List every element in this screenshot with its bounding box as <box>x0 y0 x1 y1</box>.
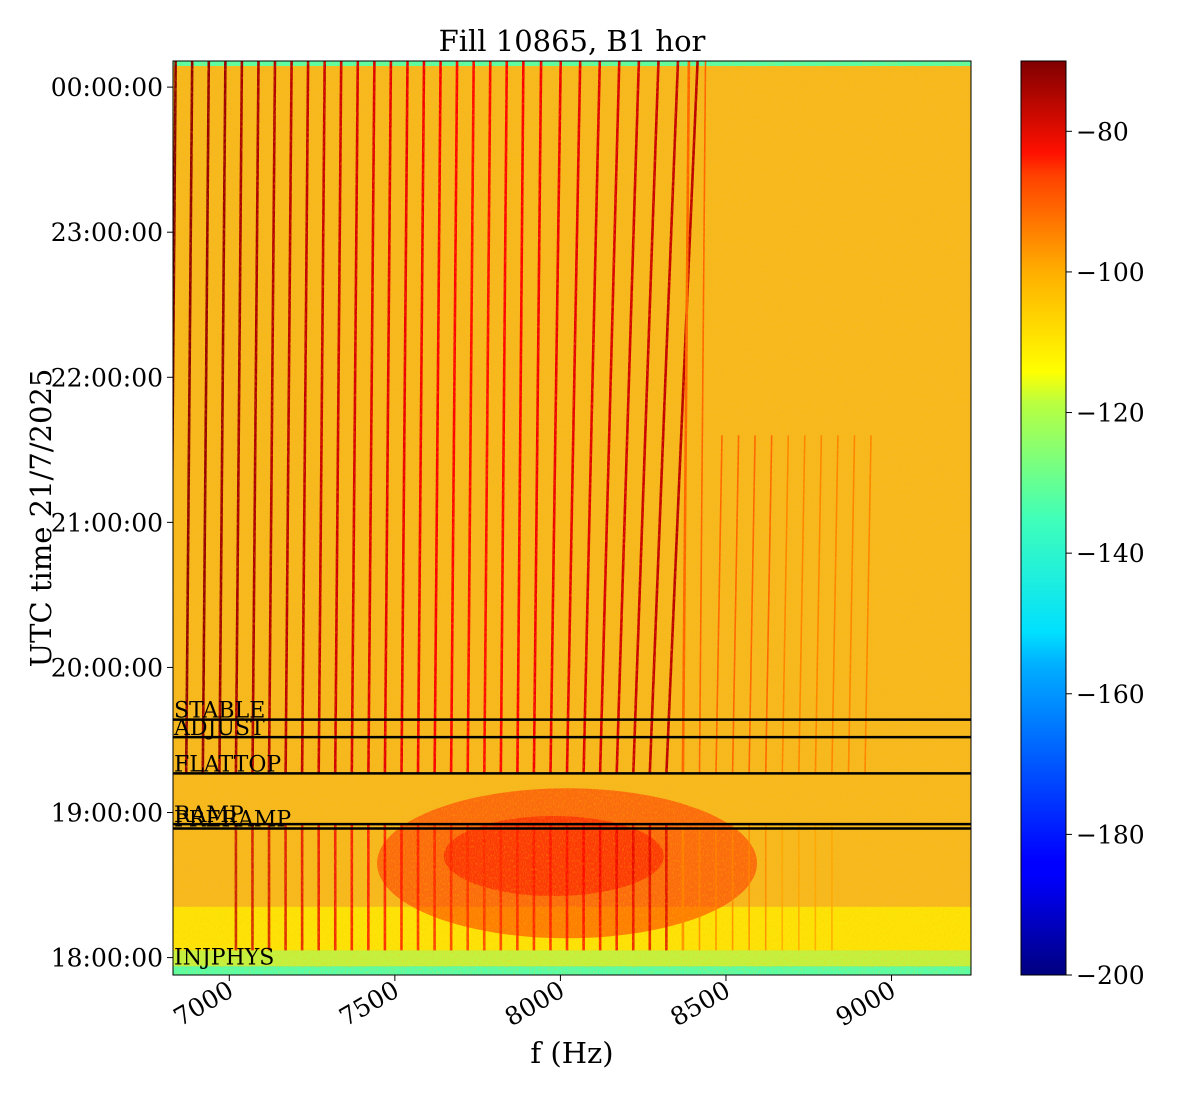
colorbar-tick-label: −120 <box>1076 399 1145 428</box>
x-tick-label: 8000 <box>500 975 570 1032</box>
x-axis-label: f (Hz) <box>530 1036 613 1070</box>
colorbar-ticks: −200 −180 −160 −140 −120 −100 −80 <box>1066 117 1145 990</box>
colorbar-tick-label: −80 <box>1076 117 1129 146</box>
colorbar: −200 −180 −160 −140 −120 −100 −80 <box>1020 60 1145 990</box>
x-axis: 7000 7500 8000 8500 9000 <box>169 975 901 1032</box>
colorbar-tick-label: −160 <box>1076 680 1145 709</box>
y-tick-label: 19:00:00 <box>51 799 163 828</box>
colorbar-scale <box>1020 60 1067 976</box>
colorbar-tick-label: −140 <box>1076 539 1145 568</box>
y-axis: 18:00:00 19:00:00 20:00:00 21:00:00 22:00:00… <box>51 73 173 973</box>
colorbar-tick-label: −200 <box>1076 961 1145 990</box>
y-tick-label: 00:00:00 <box>51 73 163 102</box>
colorbar-tick-label: −180 <box>1076 820 1145 849</box>
x-tick-label: 7500 <box>334 975 404 1032</box>
beam-mode-label: INJPHYS <box>174 945 274 970</box>
x-tick-label: 7000 <box>169 975 239 1032</box>
x-tick-label: 8500 <box>665 975 735 1032</box>
y-axis-label: UTC time 21/7/2025 <box>24 369 58 668</box>
colorbar-tick-label: −100 <box>1076 258 1145 287</box>
y-tick-label: 22:00:00 <box>51 363 163 392</box>
beam-mode-label: RAMP <box>174 803 244 828</box>
chart-title: Fill 10865, B1 hor <box>439 24 706 58</box>
y-tick-label: 21:00:00 <box>51 508 163 537</box>
beam-mode-label: STABLE <box>174 699 265 724</box>
noise-texture <box>173 61 971 975</box>
y-tick-label: 20:00:00 <box>51 653 163 682</box>
y-tick-label: 23:00:00 <box>51 218 163 247</box>
beam-mode-label: FLATTOP <box>174 752 281 777</box>
y-tick-label: 18:00:00 <box>51 944 163 973</box>
x-tick-label: 9000 <box>831 975 901 1032</box>
plot-frame <box>172 60 972 976</box>
beam-mode-label: PRERAMP <box>174 807 291 832</box>
